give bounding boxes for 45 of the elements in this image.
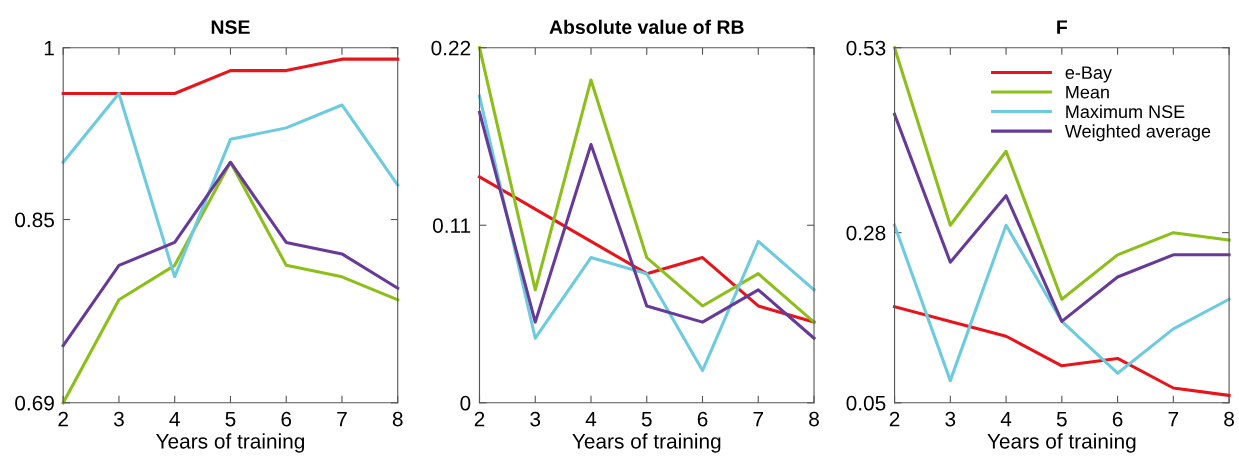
y-tick-label: 0.85 <box>15 212 54 228</box>
x-tick-label: 7 <box>337 411 347 427</box>
chart-title: Absolute value of RB <box>549 19 744 34</box>
y-tick-label: 0.53 <box>846 40 886 56</box>
line-series <box>61 91 400 279</box>
x-tick-label: 8 <box>392 411 403 427</box>
legend-label: e-Bay <box>1065 66 1112 83</box>
legend-label: Weighted average <box>1064 124 1211 142</box>
x-tick-label: 5 <box>225 411 236 427</box>
x-tick-label: 2 <box>58 411 68 427</box>
y-tick-label: 0.05 <box>846 395 886 411</box>
chart-title: NSE <box>211 20 250 34</box>
x-tick-label: 2 <box>889 411 900 427</box>
x-tick-label: 8 <box>809 411 819 427</box>
x-tick-label: 5 <box>641 411 652 427</box>
y-tick-label: 1 <box>44 40 54 56</box>
x-tick-label: 2 <box>474 411 485 427</box>
line-series <box>477 110 816 340</box>
x-tick-label: 3 <box>113 411 124 427</box>
x-tick-label: 4 <box>585 411 597 427</box>
x-axis-title: Years of training <box>987 433 1136 453</box>
x-tick-label: 5 <box>1056 411 1067 427</box>
x-axis-title: Years of training <box>572 433 721 453</box>
y-tick-label: 0.22 <box>431 40 471 56</box>
y-tick-label: 0 <box>460 395 471 411</box>
line-series <box>61 160 400 348</box>
x-tick-label: 4 <box>169 411 180 427</box>
legend-label: Maximum NSE <box>1066 104 1185 119</box>
x-tick-label: 3 <box>945 411 956 427</box>
x-tick-label: 8 <box>1224 411 1234 427</box>
x-tick-label: 7 <box>1168 411 1179 427</box>
x-axis-title: Years of training <box>156 433 305 453</box>
x-tick-label: 4 <box>1000 411 1012 427</box>
y-tick-label: 0.11 <box>432 218 471 233</box>
line-series <box>893 305 1231 397</box>
y-tick-label: 0.69 <box>15 395 54 411</box>
x-tick-label: 6 <box>1112 411 1123 427</box>
y-tick-label: 0.28 <box>846 225 886 241</box>
legend-label: Mean <box>1066 85 1109 99</box>
chart-title: F <box>1057 20 1068 34</box>
x-tick-label: 7 <box>753 411 764 427</box>
x-tick-label: 6 <box>697 411 708 427</box>
x-tick-label: 3 <box>530 411 541 427</box>
line-series <box>893 223 1231 383</box>
x-tick-label: 6 <box>281 411 292 427</box>
